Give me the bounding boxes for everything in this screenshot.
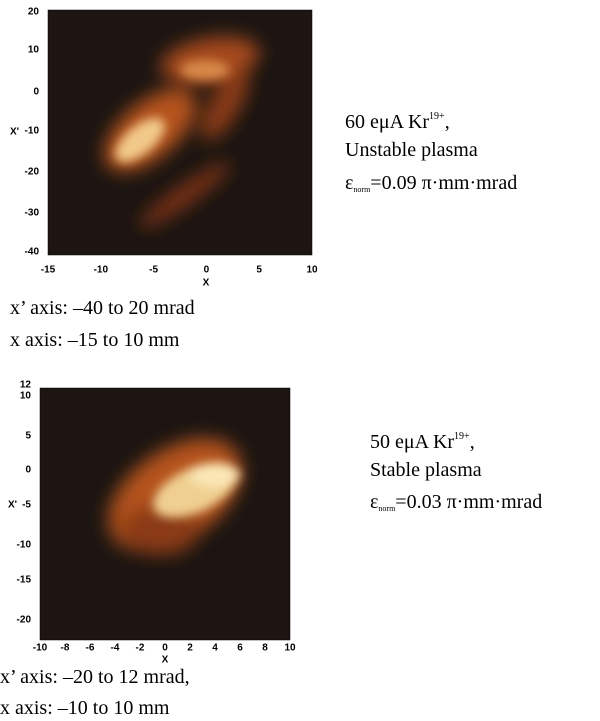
y-tick-label: -10 <box>25 126 40 137</box>
y-tick-label: -15 <box>17 575 32 586</box>
y-tick-label: 20 <box>28 7 40 18</box>
y-tick-label: 10 <box>20 391 32 402</box>
x-tick-label: 5 <box>256 265 262 276</box>
y-axis-label: X' <box>8 500 17 511</box>
x-tick-label: -10 <box>33 643 48 654</box>
heatmap-2 <box>40 388 290 640</box>
plot-frame <box>47 9 313 256</box>
x-tick-label: -10 <box>94 265 109 276</box>
text: ε <box>345 172 354 194</box>
caption: x axis: –15 to 10 mm <box>10 329 180 351</box>
heatmap-1 <box>48 10 312 255</box>
x-tick-label: 10 <box>306 265 318 276</box>
caption: x axis: –10 to 10 mm <box>0 697 170 719</box>
description: Stable plasma <box>370 459 482 481</box>
x-tick-label: 6 <box>237 643 243 654</box>
y-tick-label: 0 <box>25 465 31 476</box>
x-tick-label: -8 <box>61 643 70 654</box>
y-tick-label: -40 <box>25 247 40 258</box>
x-tick-label: -4 <box>111 643 120 654</box>
x-tick-label: 0 <box>204 265 210 276</box>
text: 50 eμA Kr <box>370 431 455 453</box>
description: εnorm=0.09 π·mm·mrad <box>345 171 517 202</box>
plot-frame <box>39 387 291 641</box>
x-tick-label: -5 <box>149 265 158 276</box>
text: 60 eμA Kr <box>345 111 430 133</box>
x-tick-label: -6 <box>86 643 95 654</box>
y-tick-label: 0 <box>33 87 39 98</box>
subscript: norm <box>378 504 396 513</box>
y-tick-label: -5 <box>22 500 31 511</box>
y-tick-label: 12 <box>20 380 32 391</box>
y-tick-label: -20 <box>25 167 40 178</box>
y-tick-label: 5 <box>25 431 31 442</box>
superscript: 19+ <box>454 431 470 442</box>
x-tick-label: 2 <box>187 643 193 654</box>
x-axis-label: X <box>162 655 169 666</box>
description: 50 eμA Kr19+, <box>370 425 475 454</box>
text: =0.09 π·mm·mrad <box>370 172 518 194</box>
x-tick-label: -2 <box>136 643 145 654</box>
text: =0.03 π·mm·mrad <box>395 491 543 513</box>
y-axis-label: X' <box>10 127 19 138</box>
subscript: norm <box>353 185 371 194</box>
y-tick-label: -20 <box>17 615 32 626</box>
description: εnorm=0.03 π·mm·mrad <box>370 490 542 521</box>
caption: x’ axis: –40 to 20 mrad <box>10 297 195 319</box>
x-tick-label: 4 <box>212 643 218 654</box>
x-axis-label: X <box>203 278 210 289</box>
x-tick-label: 8 <box>262 643 268 654</box>
y-tick-label: -30 <box>25 208 40 219</box>
text: , <box>469 431 475 453</box>
description: 60 eμA Kr19+, <box>345 105 450 134</box>
text: , <box>444 111 450 133</box>
y-tick-label: -10 <box>17 540 32 551</box>
y-tick-label: 10 <box>28 45 40 56</box>
x-tick-label: 0 <box>162 643 168 654</box>
description: Unstable plasma <box>345 139 478 161</box>
x-tick-label: 10 <box>284 643 296 654</box>
x-tick-label: -15 <box>41 265 56 276</box>
superscript: 19+ <box>429 111 445 122</box>
text: ε <box>370 491 379 513</box>
caption: x’ axis: –20 to 12 mrad, <box>0 666 190 688</box>
